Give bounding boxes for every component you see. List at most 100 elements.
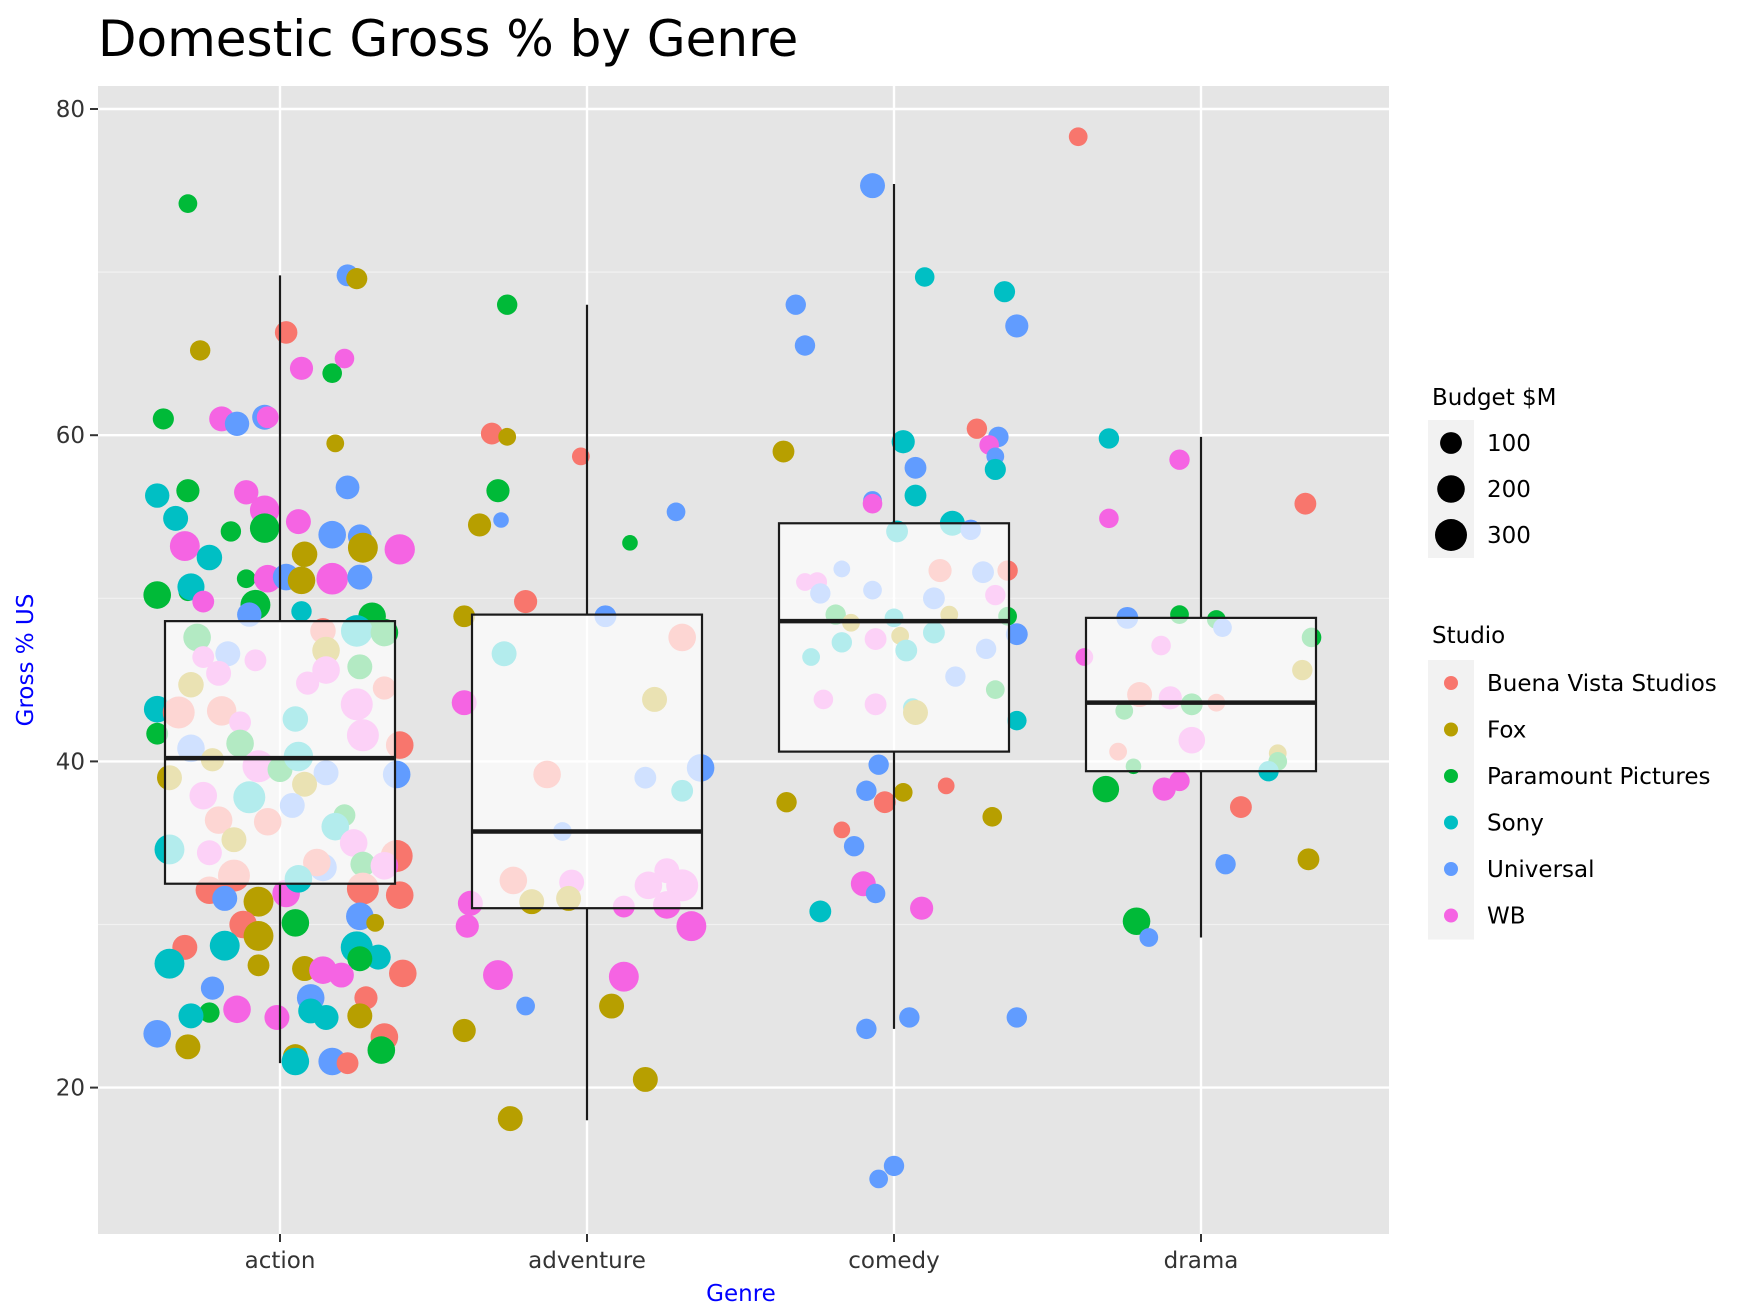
data-point — [455, 914, 479, 938]
y-tick-label: 60 — [56, 423, 85, 449]
size-legend-label: 100 — [1487, 431, 1531, 457]
data-point — [514, 589, 538, 614]
data-point — [318, 520, 346, 549]
data-point — [175, 1034, 201, 1060]
data-point — [199, 1002, 220, 1023]
x-tick-label: adventure — [528, 1248, 646, 1274]
data-point — [1297, 848, 1320, 871]
data-point — [1099, 508, 1119, 529]
data-point — [516, 996, 535, 1016]
data-point — [347, 564, 373, 590]
data-point — [865, 883, 886, 904]
data-point — [1294, 492, 1317, 515]
data-point — [365, 944, 391, 970]
size-legend-label: 200 — [1487, 477, 1531, 503]
data-point — [212, 885, 238, 911]
color-legend-dot — [1444, 722, 1458, 737]
data-point — [772, 440, 795, 463]
data-point — [176, 479, 200, 503]
data-point — [289, 356, 314, 380]
data-point — [346, 268, 368, 290]
data-point — [347, 1003, 373, 1029]
data-point — [608, 961, 639, 992]
size-legend-title: Budget $M — [1432, 385, 1557, 411]
x-tick-label: action — [245, 1248, 316, 1274]
data-point — [236, 569, 256, 589]
data-point — [860, 173, 885, 199]
data-point — [904, 456, 927, 479]
data-point — [809, 900, 832, 923]
data-point — [794, 335, 816, 356]
data-point — [883, 1155, 905, 1177]
data-point — [322, 363, 342, 384]
data-point — [200, 976, 225, 1000]
size-legend-items: 100 200 300 — [1428, 420, 1531, 558]
data-point — [146, 722, 169, 745]
size-legend-dot — [1435, 519, 1467, 551]
color-legend-dot — [1444, 862, 1458, 876]
y-tick-label: 40 — [56, 749, 85, 775]
x-axis: action adventure comedy drama — [245, 1234, 1238, 1274]
data-point — [891, 430, 915, 454]
data-point — [1068, 127, 1088, 147]
data-point — [493, 512, 509, 528]
data-point — [247, 954, 270, 977]
data-point — [223, 995, 251, 1024]
data-point — [904, 484, 927, 507]
data-point — [209, 930, 240, 961]
data-point — [1005, 623, 1028, 646]
data-point — [291, 541, 318, 568]
data-point — [452, 1018, 476, 1043]
color-legend-label: Buena Vista Studios — [1487, 671, 1717, 697]
data-point — [285, 509, 311, 535]
data-point — [676, 911, 707, 942]
data-point — [178, 1003, 204, 1029]
data-point — [1098, 428, 1120, 449]
data-point — [498, 427, 517, 446]
data-point — [316, 562, 348, 595]
data-point — [451, 690, 477, 716]
data-point — [632, 1066, 658, 1092]
color-legend-label: Sony — [1487, 811, 1544, 837]
data-point — [480, 422, 503, 445]
size-legend: Budget $M 100 200 300 — [1428, 385, 1557, 558]
data-point — [143, 581, 171, 609]
color-legend-dot — [1444, 769, 1458, 783]
data-point — [367, 1036, 396, 1064]
data-point — [178, 194, 198, 213]
data-point — [914, 267, 935, 287]
data-point — [347, 946, 373, 972]
y-tick-label: 20 — [56, 1076, 85, 1102]
data-point — [856, 780, 877, 801]
data-point — [868, 754, 889, 775]
data-point — [467, 513, 492, 537]
size-legend-label: 300 — [1487, 523, 1531, 549]
color-legend-label: Universal — [1487, 857, 1595, 883]
y-axis: 20 40 60 80 — [56, 97, 98, 1102]
x-tick-label: comedy — [848, 1248, 939, 1274]
data-point — [1092, 775, 1120, 803]
data-point — [571, 447, 590, 466]
data-point — [496, 294, 518, 315]
data-point — [281, 1047, 310, 1076]
data-point — [385, 881, 414, 909]
data-point — [291, 601, 312, 622]
data-point — [899, 1007, 920, 1028]
color-legend-label: Paramount Pictures — [1487, 764, 1711, 790]
data-point — [384, 534, 415, 565]
x-axis-title: Genre — [706, 1281, 776, 1307]
data-point — [785, 294, 806, 315]
box-iqr — [470, 613, 704, 910]
data-point — [776, 791, 797, 813]
data-point — [1169, 770, 1190, 792]
data-point — [622, 535, 638, 551]
data-point — [313, 1004, 339, 1030]
data-point — [1007, 710, 1027, 731]
data-point — [163, 505, 189, 531]
data-point — [347, 532, 378, 563]
data-point — [256, 406, 279, 429]
data-point — [281, 909, 310, 937]
data-point — [366, 913, 385, 932]
data-point — [984, 458, 1006, 481]
